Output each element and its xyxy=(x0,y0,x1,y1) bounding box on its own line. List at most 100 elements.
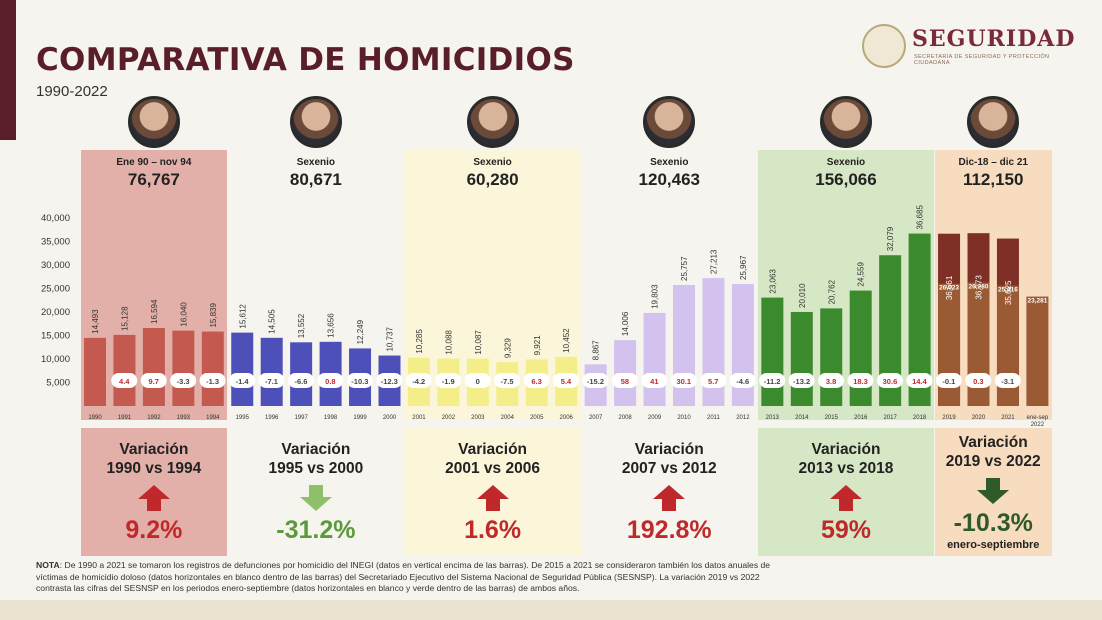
x-tick-label: 2018 xyxy=(913,415,927,421)
bar xyxy=(84,337,106,406)
variation-badge xyxy=(700,373,727,388)
variation-badge xyxy=(405,373,432,388)
x-tick-label: 1998 xyxy=(324,415,338,421)
arrow-down-icon xyxy=(299,485,332,511)
y-tick-label: 15,000 xyxy=(41,331,70,342)
x-tick-label: 1991 xyxy=(118,415,132,421)
bar-value-label: 10,088 xyxy=(444,330,453,355)
variation-title: Variación 2013 vs 2018 xyxy=(798,441,894,477)
x-tick-label: 2001 xyxy=(412,415,426,421)
variation-badge-label: -1.9 xyxy=(442,377,455,386)
note-text: : De 1990 a 2021 se tomaron los registro… xyxy=(36,560,771,593)
y-tick-label: 30,000 xyxy=(41,260,70,271)
variation-badge-label: 58 xyxy=(621,377,629,386)
variation-badge-label: -3.3 xyxy=(177,377,190,386)
bar xyxy=(820,308,843,406)
variation-badge xyxy=(670,373,697,388)
bar-value-label: 36,661 xyxy=(945,275,954,300)
variation-badge-label: 30.6 xyxy=(883,377,898,386)
variation-badge-label: 9.7 xyxy=(148,377,158,386)
x-tick-label: 2017 xyxy=(883,415,897,421)
variation-badge xyxy=(729,373,756,388)
variation-badge-label: 5.7 xyxy=(708,377,718,386)
variation-badge-label: -6.6 xyxy=(294,377,307,386)
variation-badge-label: -0.1 xyxy=(942,377,955,386)
president-portrait xyxy=(127,96,180,148)
x-tick-label: 2011 xyxy=(707,415,721,421)
bar-value-label: 14,493 xyxy=(91,309,100,334)
bar-value-label: 14,505 xyxy=(268,309,277,334)
bar-value-label: 19,803 xyxy=(651,284,660,309)
variation-badge-label: 30.1 xyxy=(676,377,691,386)
period-band-4 xyxy=(581,150,758,420)
variation-badge-label: 0.8 xyxy=(325,377,335,386)
y-tick-label: 5,000 xyxy=(46,378,70,389)
x-tick-label: 2000 xyxy=(383,415,397,421)
variation-badge xyxy=(140,373,167,388)
variation-badge-label: 14.4 xyxy=(912,377,927,386)
period-total: 60,280 xyxy=(466,170,519,189)
variation-badge xyxy=(641,373,668,388)
variation-badge xyxy=(906,373,933,388)
bar-value-label: 8,867 xyxy=(592,340,601,361)
bar-value-label: 14,006 xyxy=(621,311,630,336)
variation-value: -10.3% xyxy=(953,509,1033,537)
variation-note: enero-septiembre xyxy=(947,539,1040,551)
period-label: Sexenio xyxy=(473,157,512,168)
variation-title: Variación 2019 vs 2022 xyxy=(945,434,1041,470)
bar-value-label: 15,612 xyxy=(238,304,247,329)
x-tick-label: 2013 xyxy=(766,415,780,421)
variation-badge-label: -1.4 xyxy=(236,377,250,386)
x-tick-label: 2002 xyxy=(442,415,456,421)
variation-badge xyxy=(788,373,815,388)
arrow-up-icon xyxy=(137,485,170,511)
variation-badge-label: -11.2 xyxy=(764,377,781,386)
variation-badge xyxy=(582,373,609,388)
x-tick-label: 1990 xyxy=(88,415,102,421)
variation-value: 59% xyxy=(820,516,871,544)
x-tick-label: 2015 xyxy=(825,415,839,421)
page-title: COMPARATIVA DE HOMICIDIOS xyxy=(36,42,575,78)
y-tick-label: 10,000 xyxy=(41,354,70,365)
president-portrait xyxy=(643,96,696,148)
x-tick-label: 2010 xyxy=(677,415,691,421)
bar xyxy=(231,332,254,406)
x-tick-label: 1996 xyxy=(265,415,279,421)
bar-value-label: 35,625 xyxy=(1004,280,1013,305)
arrow-up-icon xyxy=(653,485,686,511)
variation-badge xyxy=(818,373,845,388)
bar xyxy=(113,334,136,406)
x-tick-label: 2003 xyxy=(471,415,485,421)
bar-value-label: 9,921 xyxy=(533,335,542,356)
variation-badge-label: -10.3 xyxy=(351,377,368,386)
variation-title: Variación 1995 vs 2000 xyxy=(268,441,364,477)
x-tick-label: 2012 xyxy=(736,415,750,421)
bar-value-label: 25,967 xyxy=(739,255,748,280)
bar-value-label: 32,079 xyxy=(886,226,895,251)
seguridad-logo: SEGURIDAD SECRETARÍA DE SEGURIDAD Y PROT… xyxy=(862,24,1074,70)
bar-value-label: 20,010 xyxy=(798,283,807,308)
period-total: 76,767 xyxy=(127,170,180,189)
bar-value-label: 13,552 xyxy=(297,313,306,338)
variation-value: 1.6% xyxy=(464,516,522,544)
variation-badge-label: 0.3 xyxy=(973,377,983,386)
variation-badge-label: -12.3 xyxy=(381,377,398,386)
variation-badge-label: -13.2 xyxy=(793,377,810,386)
bar-value-label: 13,656 xyxy=(327,313,336,338)
president-portrait xyxy=(967,96,1020,148)
y-tick-label: 40,000 xyxy=(41,213,70,224)
bar-value-label: 20,762 xyxy=(827,279,836,304)
bar-value-label: 16,040 xyxy=(179,302,188,327)
variation-badge-label: -15.2 xyxy=(587,377,604,386)
bar xyxy=(201,331,224,406)
y-tick-label: 35,000 xyxy=(41,237,70,248)
inner-value-label: 23,281 xyxy=(1027,298,1047,305)
bar-value-label: 10,737 xyxy=(386,327,395,352)
variation-badge-label: -3.1 xyxy=(1001,377,1014,386)
x-tick-label: 2019 xyxy=(942,415,956,421)
variation-badge xyxy=(376,373,403,388)
variation-title: Variación 2007 vs 2012 xyxy=(621,441,717,477)
bar-value-label: 23,063 xyxy=(768,269,777,294)
president-portrait xyxy=(466,96,519,148)
